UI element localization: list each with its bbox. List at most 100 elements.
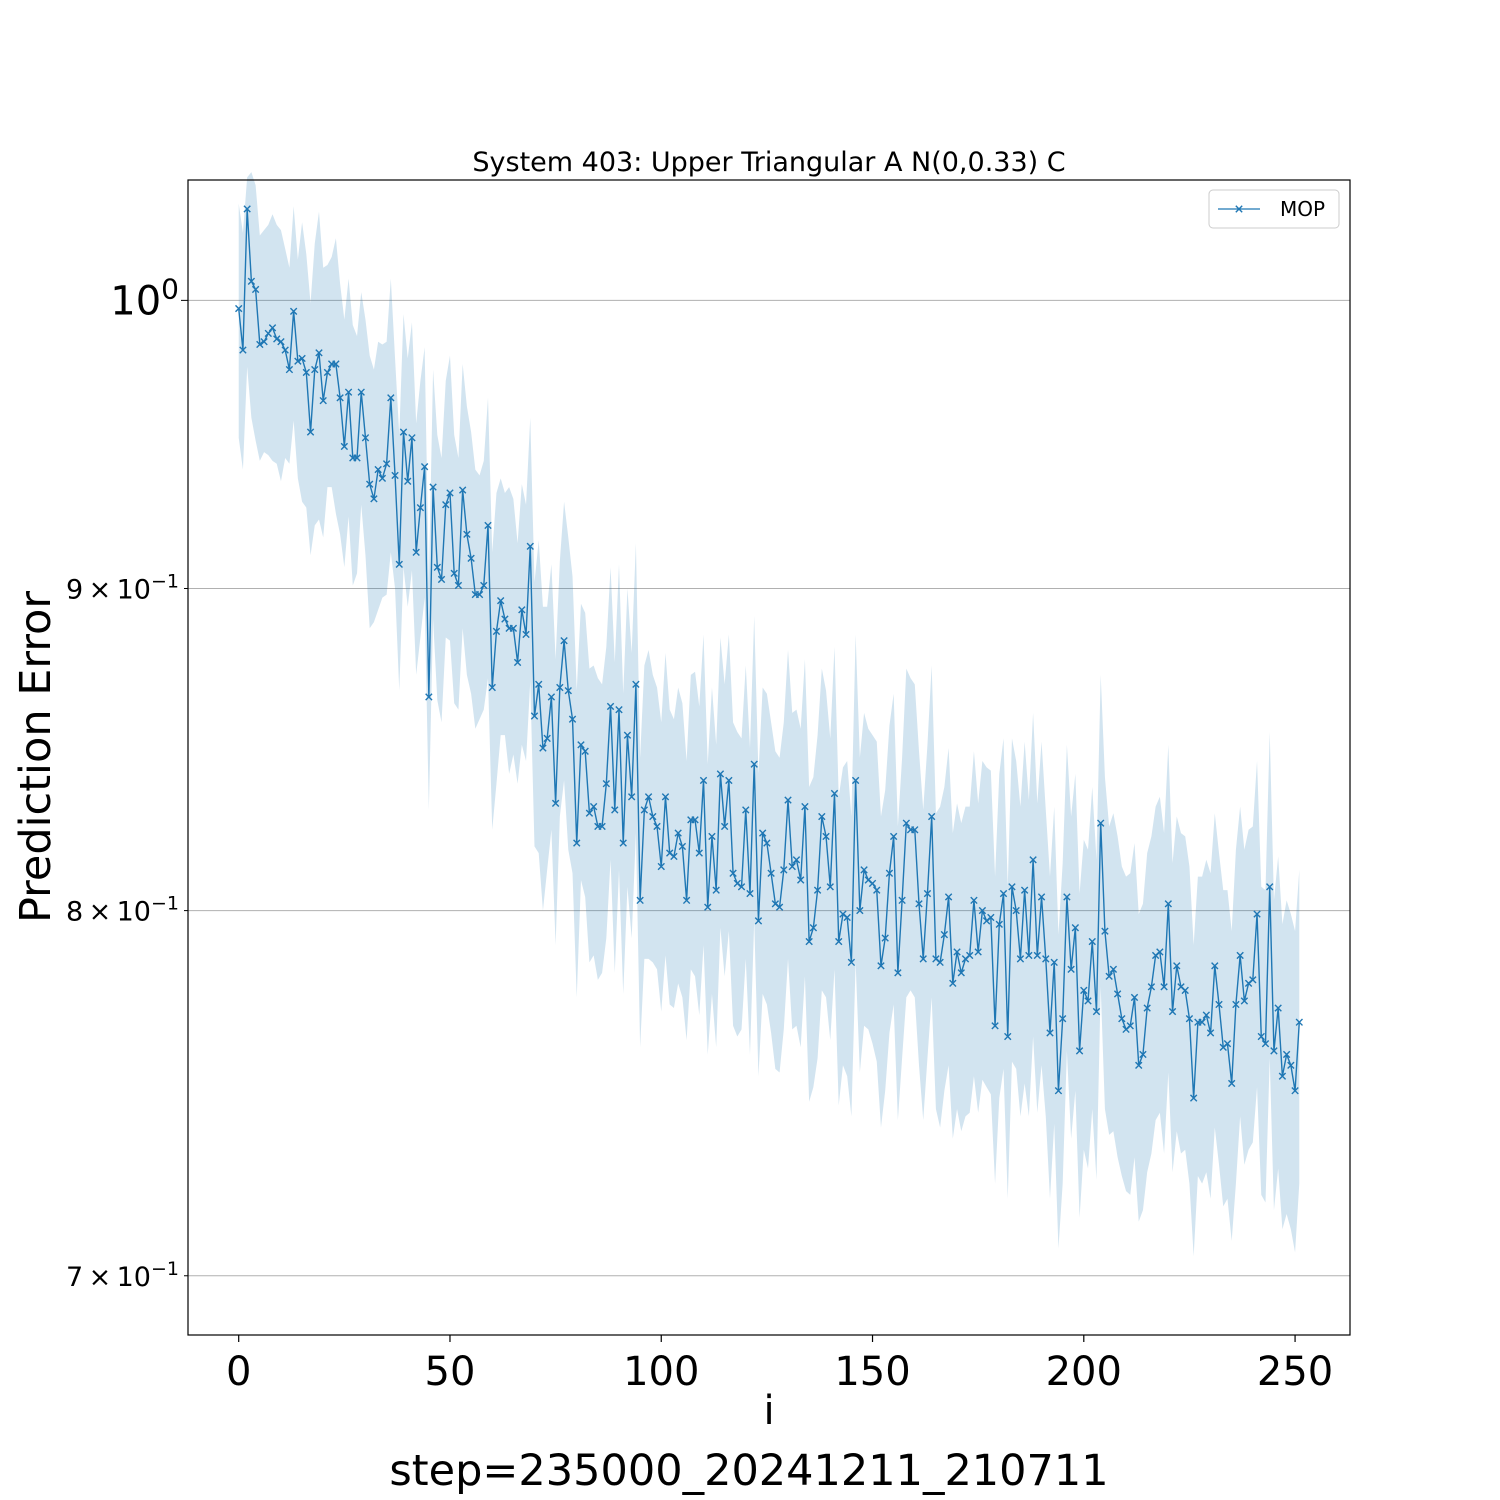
data-point-marker (1270, 1047, 1278, 1055)
data-point-marker (1215, 1000, 1223, 1009)
legend: MOP (1208, 189, 1340, 229)
y-tick-label: 8 × 10−1 (66, 893, 179, 928)
x-tick-label: 150 (834, 1349, 910, 1395)
y-axis-ticks: 100 9 × 10−1 8 × 10−1 7 × 10−1 (66, 272, 188, 1293)
data-point-marker (239, 346, 247, 354)
data-point-marker (758, 829, 767, 837)
data-point-marker (632, 680, 640, 689)
data-point-marker (999, 889, 1008, 898)
data-point-marker (281, 346, 289, 354)
data-point-marker (509, 624, 518, 632)
data-point-marker (1261, 1039, 1270, 1048)
data-point-marker (454, 581, 463, 590)
data-point-marker (636, 896, 644, 905)
legend-swatch-marker (1235, 205, 1243, 213)
y-tick-label: 7 × 10−1 (66, 1258, 179, 1293)
data-point-marker (725, 776, 733, 785)
data-point-marker (1084, 997, 1092, 1005)
data-point-marker (1236, 951, 1244, 960)
data-point-marker (323, 368, 332, 377)
data-point-marker (488, 683, 496, 692)
data-point-marker (484, 521, 492, 530)
data-point-marker (957, 969, 965, 977)
data-point-marker (458, 486, 467, 494)
data-point-marker (1058, 1014, 1067, 1023)
data-point-marker (1067, 965, 1075, 974)
data-point-marker (361, 434, 370, 442)
data-point-marker (513, 658, 522, 667)
footer-label: step=235000_20241211_210711 (389, 1446, 1108, 1496)
data-point-marker (1139, 1050, 1147, 1059)
data-point-marker (251, 285, 260, 294)
data-point-marker (826, 883, 834, 891)
data-point-marker (873, 886, 881, 894)
data-point-marker (619, 839, 627, 847)
data-point-marker (1282, 1050, 1291, 1059)
legend-box (1208, 189, 1340, 229)
data-point-marker (463, 530, 471, 539)
data-point-marker (784, 796, 792, 804)
data-point-marker (805, 937, 813, 946)
data-point-marker (885, 869, 894, 877)
data-point-marker (340, 442, 349, 451)
data-point-marker (1240, 997, 1249, 1005)
legend-marker-x (1235, 205, 1243, 213)
data-point-marker (720, 822, 729, 831)
data-point-marker (526, 542, 534, 550)
x-tick-label: 0 (226, 1349, 251, 1395)
legend-entry-mop: MOP (1280, 197, 1325, 221)
data-point-marker (547, 693, 556, 701)
data-point-marker (1092, 1007, 1101, 1016)
data-point-marker (387, 394, 395, 402)
data-point-marker (822, 832, 830, 841)
data-point-marker (1042, 955, 1050, 963)
error-band-layer (238, 172, 1300, 1257)
data-point-marker (285, 365, 294, 374)
data-point-marker (1211, 962, 1219, 970)
data-point-marker (433, 563, 441, 572)
data-point-marker (856, 906, 864, 915)
data-point-marker (539, 744, 547, 752)
data-point-marker (577, 741, 585, 749)
data-point-marker (1130, 993, 1139, 1002)
data-point-marker (1016, 955, 1025, 963)
data-point-marker (1295, 1018, 1303, 1026)
x-tick-label: 100 (623, 1349, 699, 1395)
data-point-marker (775, 903, 784, 911)
data-point-marker (780, 866, 788, 874)
data-point-marker (425, 693, 433, 701)
data-point-marker (1012, 906, 1020, 915)
data-point-marker (247, 277, 256, 285)
data-point-marker (1253, 910, 1261, 918)
data-point-marker (889, 832, 898, 841)
data-point-marker (496, 596, 505, 605)
data-point-marker (796, 876, 805, 884)
data-point-marker (437, 575, 446, 584)
y-axis-label: Prediction Error (11, 591, 61, 923)
data-point-marker (1164, 900, 1173, 908)
data-point-marker (754, 917, 763, 925)
data-point-marker (1020, 886, 1029, 894)
data-point-marker (1266, 883, 1274, 891)
x-tick-label: 200 (1046, 1349, 1122, 1395)
x-axis-ticks: 0 50 100 150 200 250 (226, 1335, 1333, 1395)
data-point-marker (940, 930, 949, 939)
data-point-marker (357, 388, 365, 396)
data-point-marker (987, 913, 995, 922)
data-point-marker (627, 793, 636, 801)
data-point-marker (1126, 1022, 1134, 1030)
data-point-marker (682, 896, 691, 905)
data-point-marker (412, 548, 420, 556)
data-point-marker (615, 705, 623, 714)
data-point-marker (670, 852, 678, 861)
data-point-marker (742, 806, 750, 814)
data-point-marker (235, 304, 243, 313)
data-point-marker (298, 354, 306, 363)
data-point-marker (1198, 1018, 1206, 1026)
data-point-marker (746, 889, 754, 898)
data-point-marker (830, 789, 839, 798)
data-point-marker (1118, 1014, 1126, 1023)
data-point-marker (767, 869, 775, 877)
data-point-marker (851, 776, 860, 785)
x-tick-label: 250 (1257, 1349, 1333, 1395)
